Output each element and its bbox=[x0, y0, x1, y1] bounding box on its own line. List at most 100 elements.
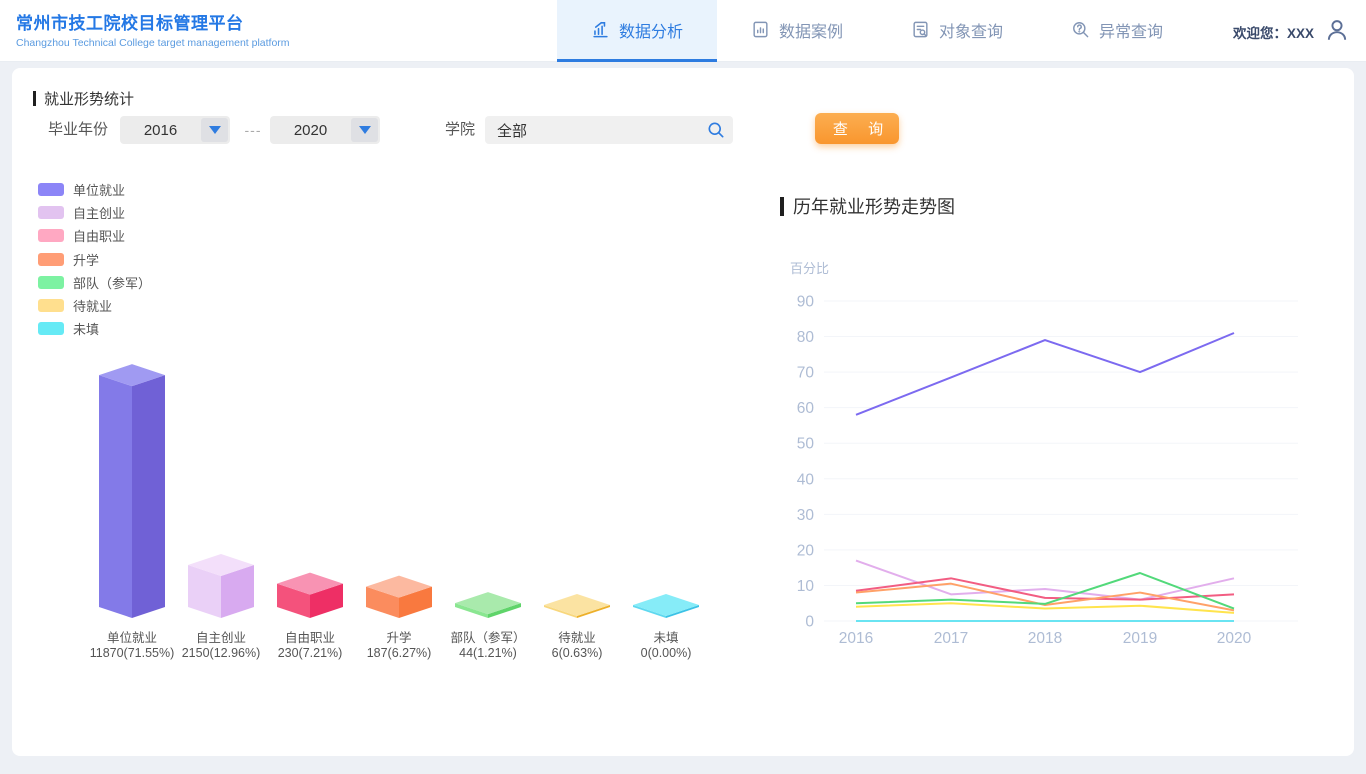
y-axis-unit-label: 百分比 bbox=[790, 261, 830, 276]
bar-face bbox=[455, 603, 488, 618]
series-line-升学 bbox=[855, 582, 1235, 612]
bar-face bbox=[310, 583, 343, 618]
legend-label: 单位就业 bbox=[73, 183, 126, 199]
year-range-separator: --- bbox=[244, 122, 262, 138]
bar-value-label: 187(6.27%) bbox=[366, 646, 432, 660]
y-tick-label: 40 bbox=[797, 471, 815, 488]
x-tick-label: 2016 bbox=[839, 630, 873, 647]
bar-face bbox=[366, 586, 399, 618]
legend-item[interactable]: 未填 bbox=[38, 317, 151, 340]
tab-exception-query[interactable]: 异常查询 bbox=[1037, 0, 1197, 62]
title-bar-decoration bbox=[780, 196, 784, 216]
document-chart-icon bbox=[751, 20, 770, 39]
bar-value-label: 11870(71.55%) bbox=[89, 646, 175, 660]
legend-swatch bbox=[38, 299, 64, 313]
app-title: 常州市技工院校目标管理平台 bbox=[16, 14, 244, 33]
legend-item[interactable]: 单位就业 bbox=[38, 178, 151, 201]
chevron-down-icon bbox=[358, 126, 371, 134]
legend-item[interactable]: 部队（参军） bbox=[38, 271, 151, 294]
content-card: 就业形势统计 毕业年份 2016 --- 2020 学院 全部 查 询 单位就业… bbox=[12, 68, 1354, 756]
bar-face bbox=[544, 604, 577, 618]
user-icon[interactable] bbox=[1324, 17, 1350, 43]
tab-object-query[interactable]: 对象查询 bbox=[877, 0, 1037, 62]
y-tick-label: 80 bbox=[797, 329, 815, 346]
section-title-text: 就业形势统计 bbox=[44, 91, 135, 108]
document-search-icon bbox=[911, 20, 930, 39]
year-to-value: 2020 bbox=[293, 121, 328, 139]
legend-item[interactable]: 待就业 bbox=[38, 294, 151, 317]
series-line-部队（参军） bbox=[855, 571, 1235, 610]
legend-swatch bbox=[38, 275, 64, 289]
bar-category-label: 部队（参军） 44(1.21%) bbox=[450, 631, 526, 660]
bar-value-label: 6(0.63%) bbox=[551, 646, 603, 660]
bar-face bbox=[277, 583, 310, 618]
bar-category-label: 单位就业 11870(71.55%) bbox=[89, 631, 175, 660]
bar-face bbox=[277, 572, 343, 595]
bar-value-label: 44(1.21%) bbox=[459, 646, 517, 660]
bar-chart-labels: 单位就业 11870(71.55%) 自主创业 2150(12.96%) 自由职业 230… bbox=[20, 631, 700, 671]
y-tick-label: 90 bbox=[797, 293, 815, 310]
series-line-自主创业 bbox=[855, 559, 1235, 601]
legend-swatch bbox=[38, 322, 64, 336]
y-tick-label: 10 bbox=[797, 578, 815, 595]
bar-face bbox=[132, 375, 165, 618]
bar-value-label: 230(7.21%) bbox=[277, 646, 343, 660]
year-from-select[interactable]: 2016 bbox=[120, 116, 230, 144]
bar-category-label: 升学 187(6.27%) bbox=[366, 631, 432, 660]
bar-face bbox=[455, 592, 521, 615]
legend-item[interactable]: 自主创业 bbox=[38, 201, 151, 224]
tab-data-cases[interactable]: 数据案例 bbox=[717, 0, 877, 62]
legend-label: 升学 bbox=[73, 252, 100, 268]
legend-swatch bbox=[38, 206, 64, 220]
legend-swatch bbox=[38, 229, 64, 243]
legend-item[interactable]: 自由职业 bbox=[38, 224, 151, 247]
y-tick-label: 60 bbox=[797, 400, 815, 417]
line-chart-title-text: 历年就业形势走势图 bbox=[793, 197, 955, 217]
employment-bar-chart bbox=[99, 364, 699, 618]
section-title: 就业形势统计 bbox=[33, 88, 134, 109]
bar-chart-legend: 单位就业自主创业自由职业升学部队（参军） 待就业未填 bbox=[38, 178, 151, 340]
app-header: 常州市技工院校目标管理平台 Changzhou Technical Colleg… bbox=[0, 0, 1366, 62]
bar-face bbox=[633, 605, 666, 618]
legend-swatch bbox=[38, 183, 64, 197]
main-nav: 数据分析 数据案例 对象查询 异常查询 bbox=[557, 0, 1197, 62]
legend-label: 部队（参军） bbox=[73, 275, 152, 291]
y-tick-label: 20 bbox=[797, 542, 815, 559]
bar-category-label: 自主创业 2150(12.96%) bbox=[181, 631, 261, 660]
dropdown-arrow-box[interactable] bbox=[201, 118, 228, 142]
question-search-icon bbox=[1071, 20, 1090, 39]
bar-face bbox=[99, 375, 132, 618]
bar-face bbox=[633, 594, 699, 616]
query-button[interactable]: 查 询 bbox=[815, 113, 899, 144]
title-bar-decoration bbox=[33, 91, 36, 106]
legend-label: 自主创业 bbox=[73, 206, 126, 222]
x-tick-label: 2017 bbox=[934, 630, 968, 647]
bar-value-label: 0(0.00%) bbox=[640, 646, 692, 660]
bar-face bbox=[221, 565, 254, 618]
legend-item[interactable]: 升学 bbox=[38, 248, 151, 271]
college-label: 学院 bbox=[445, 121, 476, 138]
y-tick-label: 0 bbox=[805, 614, 814, 631]
legend-label: 未填 bbox=[73, 322, 100, 338]
bar-face bbox=[366, 575, 432, 598]
app-logo: 常州市技工院校目标管理平台 Changzhou Technical Colleg… bbox=[16, 9, 290, 49]
x-tick-label: 2018 bbox=[1028, 630, 1062, 647]
graduation-year-label: 毕业年份 bbox=[48, 121, 109, 138]
college-input-value: 全部 bbox=[497, 122, 528, 140]
year-to-select[interactable]: 2020 bbox=[270, 116, 380, 144]
bar-face bbox=[188, 565, 221, 618]
bar-face bbox=[188, 554, 254, 577]
search-icon[interactable] bbox=[706, 120, 726, 140]
line-chart-title: 历年就业形势走势图 bbox=[780, 193, 955, 219]
bar-category-label: 自由职业 230(7.21%) bbox=[277, 631, 343, 660]
dropdown-arrow-box[interactable] bbox=[351, 118, 378, 142]
tab-data-analysis[interactable]: 数据分析 bbox=[557, 0, 717, 62]
bar-face bbox=[99, 364, 165, 387]
bar-face bbox=[577, 604, 610, 618]
college-search-input[interactable]: 全部 bbox=[485, 116, 733, 144]
bar-face bbox=[666, 605, 699, 618]
legend-label: 自由职业 bbox=[73, 229, 126, 245]
bar-face bbox=[488, 603, 521, 618]
x-tick-label: 2019 bbox=[1123, 630, 1157, 647]
chart-rise-icon bbox=[591, 20, 610, 39]
